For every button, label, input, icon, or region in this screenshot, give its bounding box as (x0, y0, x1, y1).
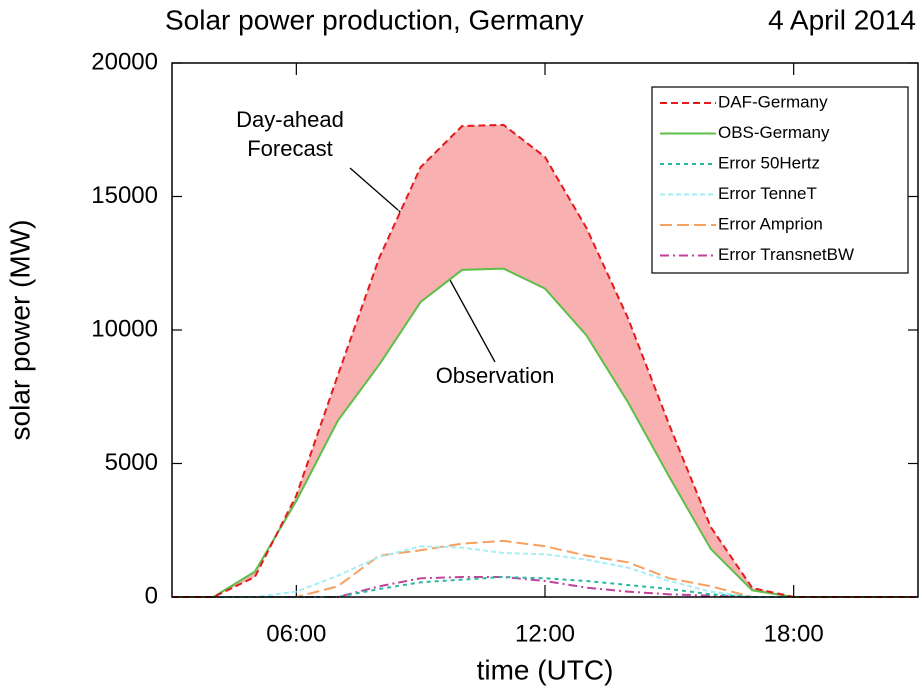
legend-label: Error TransnetBW (718, 245, 854, 264)
y-tick-label: 10000 (91, 315, 158, 342)
y-tick-label: 20000 (91, 48, 158, 75)
forecast-gap-band (172, 124, 918, 597)
y-axis-label: solar power (MW) (4, 220, 35, 441)
x-tick-label: 12:00 (515, 620, 575, 647)
chart-title: Solar power production, Germany (165, 4, 584, 35)
x-tick-label: 18:00 (764, 620, 824, 647)
legend-label: DAF-Germany (718, 92, 828, 111)
x-axis-label: time (UTC) (477, 654, 614, 685)
annotation-arrow (349, 167, 409, 220)
x-tick-label: 06:00 (266, 620, 326, 647)
legend-label: Error 50Hertz (718, 153, 820, 172)
annotation: Forecast (247, 136, 333, 161)
legend-label: OBS-Germany (718, 123, 830, 142)
series-line (172, 267, 918, 598)
annotation: Observation (436, 363, 555, 388)
chart-date: 4 April 2014 (768, 4, 916, 35)
y-tick-label: 0 (145, 582, 158, 609)
y-tick-label: 15000 (91, 182, 158, 209)
annotation: Day-ahead (236, 107, 344, 132)
y-tick-label: 5000 (105, 449, 158, 476)
annotation-arrow (441, 268, 496, 363)
legend-label: Error TenneT (718, 184, 817, 203)
legend-box (651, 86, 909, 274)
legend-label: Error Amprion (718, 214, 823, 233)
plot-frame (171, 62, 919, 598)
series-line (172, 575, 918, 598)
